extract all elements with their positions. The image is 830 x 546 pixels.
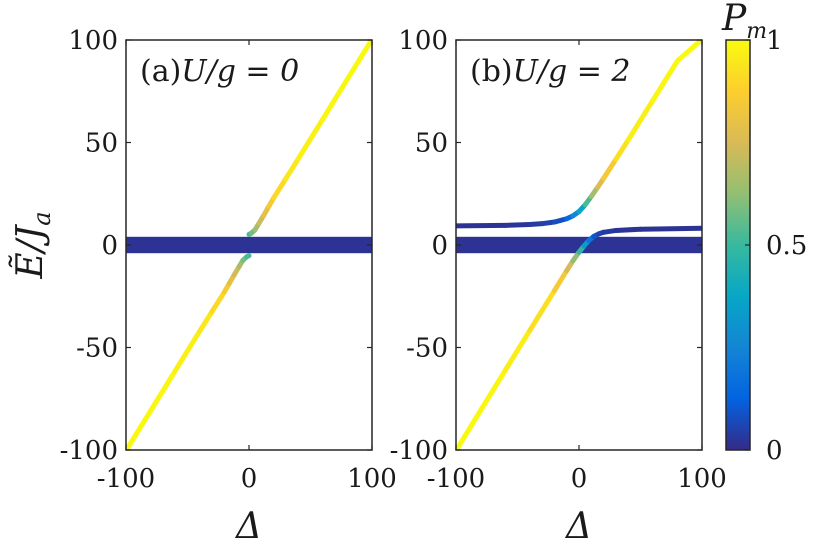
colorbar-ticks: 00.51 <box>745 26 807 466</box>
panel-b-series-1-segment <box>613 137 631 162</box>
x-tick-label: 0 <box>241 464 258 494</box>
panel-a-series-2-segment <box>209 289 227 314</box>
colorbar-tick-label: 1 <box>766 26 783 56</box>
panel-b-series-1-segment <box>674 40 702 64</box>
x-tick-label: 100 <box>677 464 727 494</box>
panel-b-series-2-segment <box>613 226 643 233</box>
y-tick-label: 0 <box>431 231 448 261</box>
panel-a-series-2 <box>126 253 252 450</box>
panel-b-series-2-segment <box>456 407 484 450</box>
x-tick-label: -100 <box>427 464 485 494</box>
x-tick-label: -100 <box>97 464 155 494</box>
y-tick-label: -50 <box>406 334 448 364</box>
y-tick-label: 50 <box>85 129 118 159</box>
panel-b-flat-band <box>456 236 702 254</box>
panel-b: -100 0 100 100 50 0 -50 -100 (b)U/g = 2 Δ <box>390 26 727 546</box>
panel-a-series-1-segment <box>283 156 301 182</box>
y-tick-label: 50 <box>415 129 448 159</box>
panel-a-flat-band <box>126 236 372 254</box>
ylabel: Ẽ/Ja <box>9 211 56 279</box>
panel-b-series-1-segment <box>650 58 680 103</box>
panel-b-series-2-segment <box>527 288 557 333</box>
panel-a-series-1-segment <box>320 76 350 122</box>
panel-b-series-2-segment <box>478 367 508 413</box>
panel-a-series-1-segment <box>344 40 372 82</box>
panel-b-series-1-segment <box>625 97 656 143</box>
panel-a-series-2-segment <box>172 328 203 374</box>
panel-b-label: (b)U/g = 2 <box>470 54 631 89</box>
panel-a-series-2-segment <box>244 253 252 260</box>
panel-a-series-1-segment <box>271 176 289 201</box>
x-tick-label: 0 <box>571 464 588 494</box>
colorbar-tick-label: 0 <box>766 436 783 466</box>
panel-b-xlabel: Δ <box>564 506 592 546</box>
panel-b-series-1 <box>456 40 702 229</box>
panel-b-series-1-segment <box>502 222 533 228</box>
panel-b-series-2-segment <box>638 225 702 232</box>
x-tick-label: 100 <box>347 464 397 494</box>
y-tick-label: -50 <box>76 334 118 364</box>
panel-a-label: (a)U/g = 0 <box>140 54 299 89</box>
colorbar-label: Pm <box>721 0 767 44</box>
panel-a-series-1-segment <box>295 116 326 162</box>
panel-b-series-1-segment <box>456 222 508 229</box>
panel-b-plot-area <box>456 40 702 450</box>
panel-a-ticks: -100 0 100 100 50 0 -50 -100 <box>60 26 397 494</box>
y-tick-label: 100 <box>398 26 448 56</box>
colorbar: 00.51 Pm <box>721 0 807 466</box>
panel-a: -100 0 100 100 50 0 -50 -100 (a)U/g = 0 Δ Ẽ/Ja <box>9 26 397 546</box>
panel-a-series-2-segment <box>148 368 178 414</box>
panel-a-series-2-segment <box>197 308 215 334</box>
y-tick-label: -100 <box>60 436 118 466</box>
y-tick-label: 100 <box>68 26 118 56</box>
panel-a-xlabel: Δ <box>234 506 262 546</box>
panel-b-series-2 <box>456 225 702 450</box>
panel-b-ticks: -100 0 100 100 50 0 -50 -100 <box>390 26 727 494</box>
y-tick-label: -100 <box>390 436 448 466</box>
panel-b-series-1-segment <box>601 156 619 181</box>
panel-a-series-1 <box>246 40 372 237</box>
panel-a-series-2-segment <box>126 408 154 450</box>
panel-b-series-2-segment <box>551 268 570 294</box>
panel-a-plot-area <box>126 40 372 450</box>
panel-b-series-2-segment <box>502 327 533 373</box>
y-tick-label: 0 <box>101 231 118 261</box>
colorbar-tick-label: 0.5 <box>766 231 807 261</box>
